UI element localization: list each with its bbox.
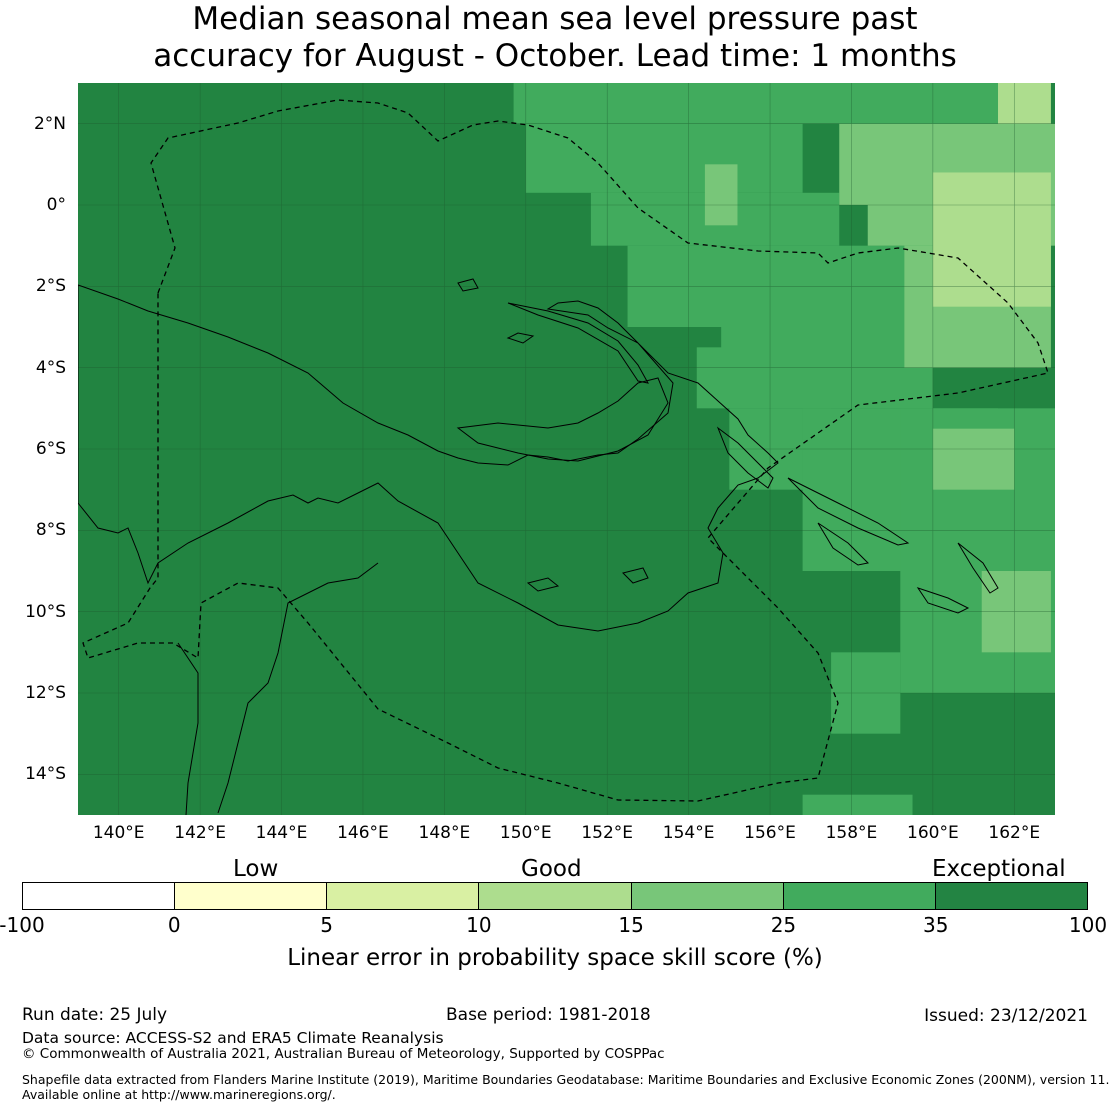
shapefile-credit-2: Available online at http://www.marinereg… [22,1087,336,1102]
colorbar-tick-label: 10 [466,913,492,937]
latitude-tick-label: 2°N [33,113,66,134]
latitude-tick-label: 12°S [25,683,66,703]
latitude-tick-label: 10°S [25,601,66,622]
coastlines [78,278,999,815]
solomons-coast-1 [787,477,910,546]
latitude-tick-label: 8°S [35,520,66,541]
longitude-tick-label: 158°E [825,823,878,843]
skill-cell [525,123,803,193]
category-low: Low [233,856,279,882]
solomons-coast-3 [916,587,970,614]
colorbar-tick-label: -100 [0,913,45,937]
colorbar-segment [326,883,479,909]
longitude-tick-label: 140°E [92,823,145,843]
skill-cell [513,83,1047,124]
skill-cell [998,83,1051,124]
base-period: Base period: 1981-2018 [446,1005,651,1025]
skill-cell [802,794,913,815]
colorbar-tick-label: 0 [167,913,181,937]
colorbar-segment [174,883,327,909]
colorbar-segment [478,883,631,909]
data-source: Data source: ACCESS-S2 and ERA5 Climate … [22,1029,444,1047]
longitude-tick-label: 152°E [581,823,634,843]
longitude-tick-label: 146°E [337,823,389,843]
map-canvas [78,83,1055,815]
solomons-coast-2 [817,522,870,566]
longitude-tick-label: 148°E [418,823,471,843]
island-b [622,567,649,584]
colorbar-segment [782,883,935,909]
bougainville-coast [716,426,774,489]
longitude-tick-label: 150°E [499,823,552,843]
skill-cell [932,172,1051,307]
run-date: Run date: 25 July [22,1005,168,1025]
category-exceptional: Exceptional [932,856,1066,882]
solomons-coast-4 [957,542,999,594]
colorbar-tick-label: 35 [922,913,949,937]
longitude-tick-label: 154°E [662,823,715,843]
skill-cell [623,327,722,348]
new-guinea-coast [78,284,779,632]
latitude-tick-label: 2°S [35,276,66,297]
category-good: Good [521,856,582,882]
longitude-tick-label: 162°E [988,823,1041,843]
map-title-line-1: Median seasonal mean sea level pressure … [192,1,918,37]
island-a [506,332,535,344]
colorbar-segment [934,883,1087,909]
new-britain-coast [456,377,669,462]
skill-cell [932,428,1015,490]
skill-score-map [78,83,1055,815]
graticule [78,83,1055,815]
island-c [526,577,560,592]
colorbar-segment [630,883,783,909]
latitude-tick-label: 4°S [35,357,66,378]
longitude-tick-label: 156°E [744,823,796,843]
latitude-tick-label: 0° [46,195,66,215]
colorbar-tick-label: 100 [1068,913,1108,937]
australia-coast [177,562,379,815]
island-d [457,278,479,292]
colorbar-label: Linear error in probability space skill … [287,945,823,971]
map-title-line-2: accuracy for August - October. Lead time… [153,38,957,74]
new-ireland-coast [507,302,649,384]
colorbar-tick-label: 25 [770,913,797,937]
longitude-tick-label: 144°E [255,823,308,843]
colorbar [22,882,1088,910]
colorbar-tick-label: 5 [320,913,333,937]
colorbar-tick-label: 15 [618,913,644,937]
issued-date: Issued: 23/12/2021 [924,1006,1088,1026]
copyright: © Commonwealth of Australia 2021, Austra… [22,1046,665,1062]
longitude-tick-label: 142°E [174,823,226,843]
longitude-tick-label: 160°E [907,823,959,843]
skill-cell [704,164,738,226]
colorbar-segment [23,883,175,909]
latitude-tick-label: 6°S [35,439,66,459]
shapefile-credit-1: Shapefile data extracted from Flanders M… [22,1072,1110,1087]
latitude-tick-label: 14°S [25,764,66,785]
